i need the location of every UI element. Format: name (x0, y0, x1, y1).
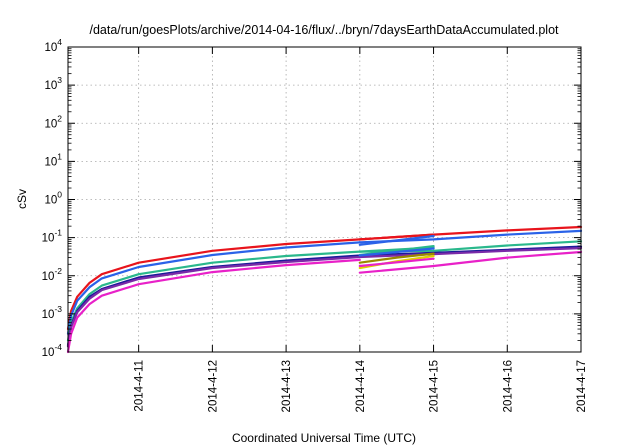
series-line (358, 257, 435, 268)
y-axis-label: cSv (15, 189, 29, 209)
y-tick-exponent: -4 (54, 342, 62, 352)
y-tick-base: 10 (44, 156, 57, 168)
y-tick-exponent: -3 (54, 304, 62, 314)
axis-ticks (68, 46, 582, 353)
y-tick-exponent: 3 (57, 75, 62, 85)
series-layer (66, 225, 583, 354)
series-line (66, 246, 435, 342)
x-tick-label: 2014-4-15 (429, 360, 441, 412)
y-tick-exponent: 0 (57, 190, 62, 200)
series-line (358, 225, 583, 241)
x-tick-label: 2014-4-13 (281, 360, 293, 412)
y-tick-label: 104 (44, 37, 62, 54)
y-tick-label: 100 (44, 190, 62, 207)
y-tick-label: 10-1 (42, 228, 63, 245)
series-line (66, 258, 361, 354)
grid (68, 47, 581, 352)
series-line (66, 233, 435, 331)
series-line (358, 250, 583, 274)
y-tick-label: 103 (44, 75, 62, 92)
x-tick-label: 2014-4-16 (502, 360, 514, 412)
series-line (358, 252, 435, 264)
series-line (66, 247, 583, 348)
series-line (358, 247, 435, 257)
y-tick-base: 10 (42, 309, 55, 321)
y-tick-base: 10 (42, 347, 55, 359)
x-tick-label: 2014-4-12 (207, 360, 219, 412)
y-tick-exponent: 4 (57, 37, 62, 47)
y-tick-base: 10 (42, 233, 55, 245)
y-tick-label: 102 (44, 113, 62, 130)
y-tick-base: 10 (44, 80, 57, 92)
x-tick-label: 2014-4-17 (576, 360, 588, 412)
y-tick-exponent: -1 (54, 228, 62, 238)
x-axis-label: Coordinated Universal Time (UTC) (232, 431, 416, 445)
y-tick-base: 10 (44, 195, 57, 207)
y-tick-label: 10-2 (42, 266, 63, 283)
y-tick-base: 10 (44, 118, 57, 130)
x-tick-label: 2014-4-14 (355, 359, 367, 412)
y-tick-exponent: 1 (57, 151, 62, 161)
series-line (358, 234, 435, 246)
x-tick-labels: 2014-4-11 2014-4-12 2014-4-13 2014-4-14 2014… (134, 359, 588, 412)
y-tick-exponent: 2 (57, 113, 62, 123)
y-tick-label: 10-3 (42, 304, 63, 321)
chart-title: /data/run/goesPlots/archive/2014-04-16/f… (89, 23, 559, 37)
y-tick-exponent: -2 (54, 266, 62, 276)
y-tick-label: 101 (44, 151, 62, 168)
y-tick-label: 10-4 (42, 342, 63, 359)
y-tick-base: 10 (44, 42, 57, 54)
y-tick-base: 10 (42, 271, 55, 283)
x-tick-label: 2014-4-11 (134, 360, 146, 412)
series-line (66, 241, 361, 335)
